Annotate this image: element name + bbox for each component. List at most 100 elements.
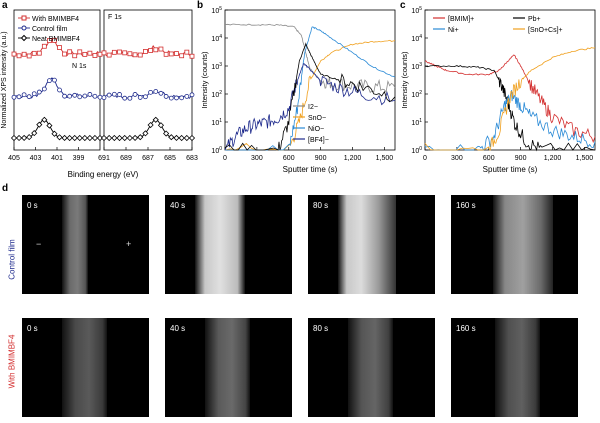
data-point [57, 87, 62, 93]
time-label: 80 s [313, 201, 329, 210]
data-point [137, 52, 143, 58]
data-point [116, 134, 123, 142]
data-point [179, 95, 185, 101]
x-tick-label: 399 [73, 155, 85, 162]
x-tick-label: 1,200 [344, 155, 362, 162]
frame-control-0s: 0 s − + [22, 195, 149, 294]
data-point [82, 51, 88, 57]
x-tick-label: 401 [51, 155, 63, 162]
legend-label: SnO− [308, 115, 326, 122]
legend-label: Pb+ [528, 16, 541, 23]
data-point [106, 92, 112, 98]
data-point [31, 130, 38, 137]
plot-frame [424, 9, 596, 151]
legend-label: Neat BMIMBF4 [32, 36, 80, 43]
anion-tof-sims-chart: 100 101 102 103 104 105 0 300 600 900 1,200 1,500 Sp… [200, 6, 396, 174]
data-point [153, 89, 159, 94]
data-point [131, 134, 139, 141]
series-line [424, 47, 596, 151]
data-point [174, 51, 179, 56]
data-point [184, 49, 190, 55]
data-point [173, 134, 180, 141]
data-point [106, 134, 113, 142]
x-axis-label: Sputter time (s) [283, 165, 338, 174]
time-label: 160 s [456, 201, 476, 210]
subpanel-title: F 1s [108, 14, 122, 21]
data-point [143, 94, 148, 100]
data-point [152, 116, 159, 123]
data-point [158, 90, 164, 96]
data-point [47, 38, 52, 44]
stripe [493, 195, 553, 294]
data-point [91, 134, 99, 142]
x-axis-label: Sputter time (s) [483, 165, 538, 174]
series-line [13, 119, 100, 139]
legend-label: I2− [308, 104, 318, 111]
frame-control-80s: 80 s [308, 195, 435, 294]
plot-frame [224, 9, 396, 151]
data-point [87, 50, 93, 56]
data-point [36, 89, 42, 95]
data-point [97, 51, 103, 57]
data-point [121, 134, 128, 142]
data-point [21, 51, 27, 57]
time-label: 40 s [170, 324, 186, 333]
series-line [13, 77, 101, 99]
data-point [183, 134, 190, 142]
time-label: 0 s [27, 324, 38, 333]
data-point [11, 94, 17, 100]
frame-bmimbf4-160s: 160 s [451, 318, 578, 417]
data-point [41, 43, 47, 49]
legend-marker [21, 25, 27, 31]
data-point [52, 37, 57, 43]
y-tick-label: 102 [211, 90, 222, 99]
data-point [179, 53, 185, 59]
x-tick-label: 1,500 [376, 155, 394, 162]
data-point [41, 116, 48, 123]
data-point [82, 93, 88, 99]
data-point [36, 50, 42, 56]
y-tick-label: 102 [411, 90, 422, 99]
data-point [26, 134, 33, 141]
data-point [132, 52, 138, 58]
legend-marker [21, 15, 27, 21]
data-point [57, 45, 62, 50]
legend-label: [BF4]− [308, 137, 329, 144]
data-point [174, 95, 179, 101]
x-tick-label: 0 [223, 155, 227, 162]
data-point [92, 53, 98, 58]
data-point [168, 51, 174, 57]
series-line [224, 23, 396, 94]
data-point [168, 134, 175, 141]
data-point [122, 95, 128, 101]
data-point [26, 94, 32, 100]
data-point [127, 51, 133, 57]
data-point [11, 51, 17, 57]
data-point [143, 49, 148, 54]
data-point [62, 51, 67, 57]
y-tick-label: 101 [411, 118, 422, 127]
y-tick-label: 101 [211, 118, 222, 127]
data-point [148, 48, 153, 53]
data-point [101, 50, 107, 56]
data-point [31, 50, 37, 56]
stripe [338, 195, 396, 294]
data-point [117, 92, 122, 97]
x-tick-label: 600 [283, 155, 295, 162]
data-point [100, 134, 108, 142]
panel-letter-a: a [2, 0, 8, 11]
y-tick-label: 105 [211, 6, 222, 15]
data-point [147, 121, 154, 129]
row-label-bmimbf4: With BMIMBF4 [7, 334, 17, 389]
x-tick-label: 689 [120, 155, 132, 162]
data-point [163, 130, 170, 137]
xps-chart: Normalized XPS intensity (a.u.) Binding e… [1, 9, 198, 179]
data-point [163, 51, 169, 57]
x-tick-label: 683 [186, 155, 198, 162]
series-line [424, 90, 596, 151]
stripe [348, 318, 393, 417]
legend-label: Control film [32, 26, 68, 33]
minus-mark: − [36, 239, 42, 249]
frame-bmimbf4-0s: 0 s [22, 318, 149, 417]
y-axis-label: Normalized XPS intensity (a.u.) [1, 31, 8, 128]
